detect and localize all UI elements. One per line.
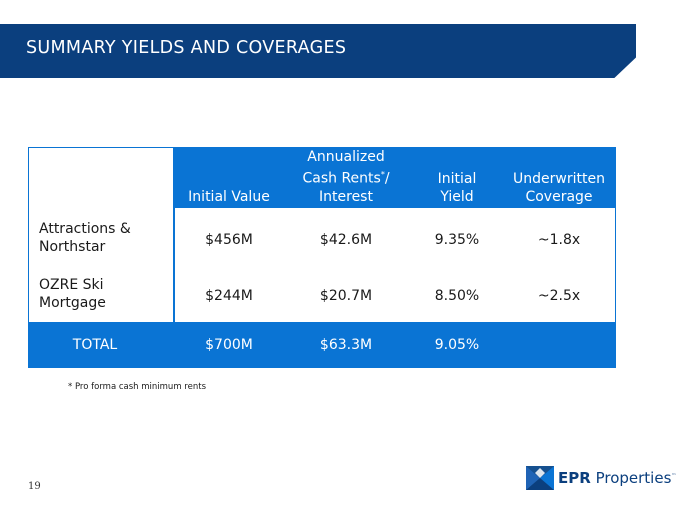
title-banner: SUMMARY YIELDS AND COVERAGES: [0, 24, 636, 78]
row1-coverage: ~1.8x: [537, 232, 581, 248]
row-label-ozre-ski-mortgage: OZRE Ski Mortgage: [39, 277, 106, 311]
row2-annualized: $20.7M: [319, 288, 373, 304]
total-initial-value: $700M: [205, 337, 253, 353]
row2-initial-value: $244M: [205, 288, 253, 304]
summary-table: Initial Value Annualized Cash Rents*/ In…: [28, 147, 616, 368]
row2-initial-yield: 8.50%: [434, 288, 480, 304]
row2-coverage: ~2.5x: [537, 288, 581, 304]
header-underwritten-coverage: Underwritten Coverage: [513, 171, 605, 205]
row1-annualized: $42.6M: [319, 232, 373, 248]
table-header-row: Initial Value Annualized Cash Rents*/ In…: [173, 148, 615, 208]
row-label-divider: [173, 208, 175, 322]
total-row: TOTAL $700M $63.3M 9.05%: [29, 322, 615, 367]
slide-title: SUMMARY YIELDS AND COVERAGES: [26, 38, 347, 58]
row1-initial-value: $456M: [205, 232, 253, 248]
header-annualized-cash-rents: Annualized Cash Rents*/ Interest: [302, 149, 390, 205]
total-initial-yield: 9.05%: [434, 337, 480, 353]
total-annualized: $63.3M: [319, 337, 373, 353]
logo-wordmark: EPR Properties™: [558, 469, 677, 487]
epr-logo-mark-icon: [526, 466, 554, 490]
total-label: TOTAL: [72, 337, 118, 353]
row-label-attractions-northstar: Attractions & Northstar: [39, 221, 131, 255]
company-logo: EPR Properties™: [526, 466, 676, 490]
row1-initial-yield: 9.35%: [434, 232, 480, 248]
header-initial-yield: Initial Yield: [437, 171, 477, 205]
page-number: 19: [28, 481, 41, 492]
header-initial-value: Initial Value: [188, 189, 270, 205]
footnote: * Pro forma cash minimum rents: [68, 382, 206, 392]
